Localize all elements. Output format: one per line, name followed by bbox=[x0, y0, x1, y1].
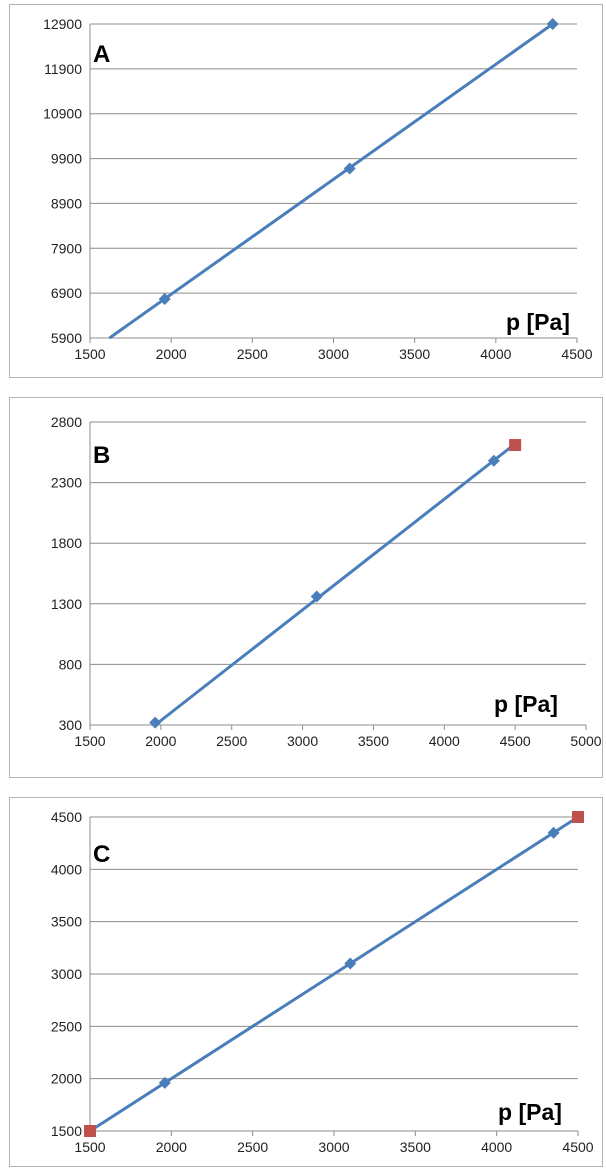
data-point-marker bbox=[546, 18, 559, 30]
y-tick-label: 2800 bbox=[51, 414, 82, 430]
x-axis-label: p [Pa] bbox=[498, 1099, 562, 1125]
data-point-marker bbox=[158, 292, 171, 305]
chart-b: 300 800 1300 1800 2300 2800 1500 2000 2500 3000 35… bbox=[51, 414, 602, 749]
x-tick-label: 3000 bbox=[318, 346, 349, 362]
panel-letter: C bbox=[93, 841, 110, 868]
data-point-marker bbox=[487, 454, 500, 467]
data-point-marker bbox=[344, 957, 357, 970]
x-axis-label: p [Pa] bbox=[506, 309, 570, 335]
y-tick-label: 2500 bbox=[51, 1018, 82, 1034]
series-line bbox=[108, 22, 554, 340]
y-tick-label: 3000 bbox=[51, 966, 82, 982]
x-axis-label: p [Pa] bbox=[494, 691, 558, 717]
y-tick-label: 8900 bbox=[51, 195, 82, 211]
x-tick-label: 2500 bbox=[237, 346, 268, 362]
x-tick-label: 4500 bbox=[562, 1139, 593, 1155]
x-tick-label: 2500 bbox=[216, 733, 247, 749]
y-tick-label: 1300 bbox=[51, 596, 82, 612]
x-tick-label: 4500 bbox=[561, 346, 592, 362]
chart-panel-a: 5900 6900 7900 8900 9900 10900 11900 12900 1500 2… bbox=[9, 4, 603, 378]
chart-panel-c: 1500 2000 2500 3000 3500 4000 4500 1500 2000 2500… bbox=[9, 797, 603, 1167]
data-point-marker bbox=[547, 826, 560, 839]
y-tick-label: 5900 bbox=[51, 330, 82, 346]
series-line bbox=[154, 442, 517, 727]
y-tick-label: 12900 bbox=[43, 16, 82, 32]
y-tick-label: 6900 bbox=[51, 285, 82, 301]
x-tick-label: 1500 bbox=[74, 733, 105, 749]
x-tick-label: 2000 bbox=[145, 733, 176, 749]
y-tick-label: 4000 bbox=[51, 861, 82, 877]
series-line bbox=[89, 815, 579, 1133]
x-tick-label: 2000 bbox=[156, 1139, 187, 1155]
chart-c: 1500 2000 2500 3000 3500 4000 4500 1500 2000 2500… bbox=[51, 809, 594, 1155]
y-tick-label: 11900 bbox=[44, 61, 82, 77]
x-tick-label: 3000 bbox=[287, 733, 318, 749]
y-tick-label: 7900 bbox=[51, 240, 82, 256]
y-tick-label: 2300 bbox=[51, 475, 82, 491]
chart-a: 5900 6900 7900 8900 9900 10900 11900 12900 1500 2… bbox=[43, 16, 593, 362]
data-point-marker bbox=[149, 716, 162, 729]
chart-panel-b: 300 800 1300 1800 2300 2800 1500 2000 2500 3000 35… bbox=[9, 397, 603, 778]
x-tick-label: 4000 bbox=[481, 1139, 512, 1155]
panel-letter: A bbox=[93, 41, 110, 68]
highlight-point-marker bbox=[84, 1125, 96, 1137]
y-tick-label: 10900 bbox=[43, 106, 82, 122]
panel-letter: B bbox=[93, 442, 110, 469]
x-tick-label: 3000 bbox=[318, 1139, 349, 1155]
data-point-marker bbox=[158, 1076, 171, 1089]
x-tick-label: 3500 bbox=[358, 733, 389, 749]
y-tick-label: 300 bbox=[59, 717, 83, 733]
x-tick-label: 2500 bbox=[237, 1139, 268, 1155]
y-tick-label: 1500 bbox=[51, 1123, 82, 1139]
y-tick-label: 1800 bbox=[51, 535, 82, 551]
y-tick-label: 9900 bbox=[51, 151, 82, 167]
x-tick-label: 3500 bbox=[399, 346, 430, 362]
x-tick-label: 1500 bbox=[74, 1139, 105, 1155]
x-tick-label: 4000 bbox=[480, 346, 511, 362]
x-tick-label: 1500 bbox=[74, 346, 105, 362]
highlight-point-marker bbox=[509, 439, 522, 452]
x-tick-label: 5000 bbox=[570, 733, 601, 749]
x-tick-label: 3500 bbox=[400, 1139, 431, 1155]
y-tick-label: 800 bbox=[59, 656, 83, 672]
y-tick-label: 2000 bbox=[51, 1071, 82, 1087]
data-point-marker bbox=[343, 162, 356, 175]
highlight-point-marker bbox=[572, 811, 584, 823]
x-tick-label: 2000 bbox=[156, 346, 187, 362]
data-point-marker bbox=[310, 590, 323, 603]
y-tick-label: 4500 bbox=[51, 809, 82, 825]
y-tick-label: 3500 bbox=[51, 914, 82, 930]
x-tick-label: 4000 bbox=[429, 733, 460, 749]
x-tick-label: 4500 bbox=[500, 733, 531, 749]
